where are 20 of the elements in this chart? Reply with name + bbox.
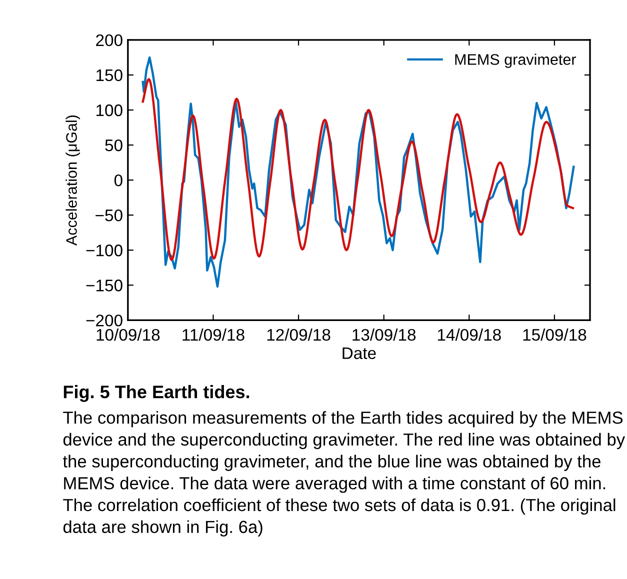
- y-axis-title: Acceleration (μGal): [66, 115, 80, 246]
- text: The comparison measurements of the Earth tides acquired by the MEMS device and the superconducting gravimeter. The red line was obtained by the superconducting gravimeter, and the blue line was obtained by the MEMS device. The data were averaged with a time constant of 60 min. The correlation coefficient of these two sets of data is 0.91. (The original data are shown in Fig. 6a): [62, 411, 626, 536]
- caption: Fig. 5 The Earth tides.: [64, 385, 250, 402]
- y-tick-label: −50: [96, 210, 122, 222]
- y-tick-label: 200: [96, 34, 122, 46]
- x-tick-label: 10/09/18: [96, 328, 160, 341]
- y-tick-label: −100: [86, 244, 122, 256]
- y-tick-label: −200: [86, 314, 122, 326]
- x-tick-label: 14/09/18: [438, 328, 501, 341]
- x-tick-label: 13/09/18: [352, 328, 416, 341]
- x-tick-label: 12/09/18: [267, 328, 330, 341]
- x-tick-label: 11/09/18: [182, 328, 244, 341]
- x-axis-title: Date: [342, 347, 376, 360]
- y-tick-label: 50: [105, 139, 122, 152]
- x-tick-label: 15/09/18: [523, 328, 586, 341]
- y-tick-label: −150: [86, 280, 122, 292]
- y-tick-label: 100: [96, 104, 122, 116]
- legend-label: MEMS gravimeter: [455, 54, 576, 68]
- y-tick-label: 150: [96, 69, 122, 82]
- y-tick-label: 0: [114, 174, 122, 186]
